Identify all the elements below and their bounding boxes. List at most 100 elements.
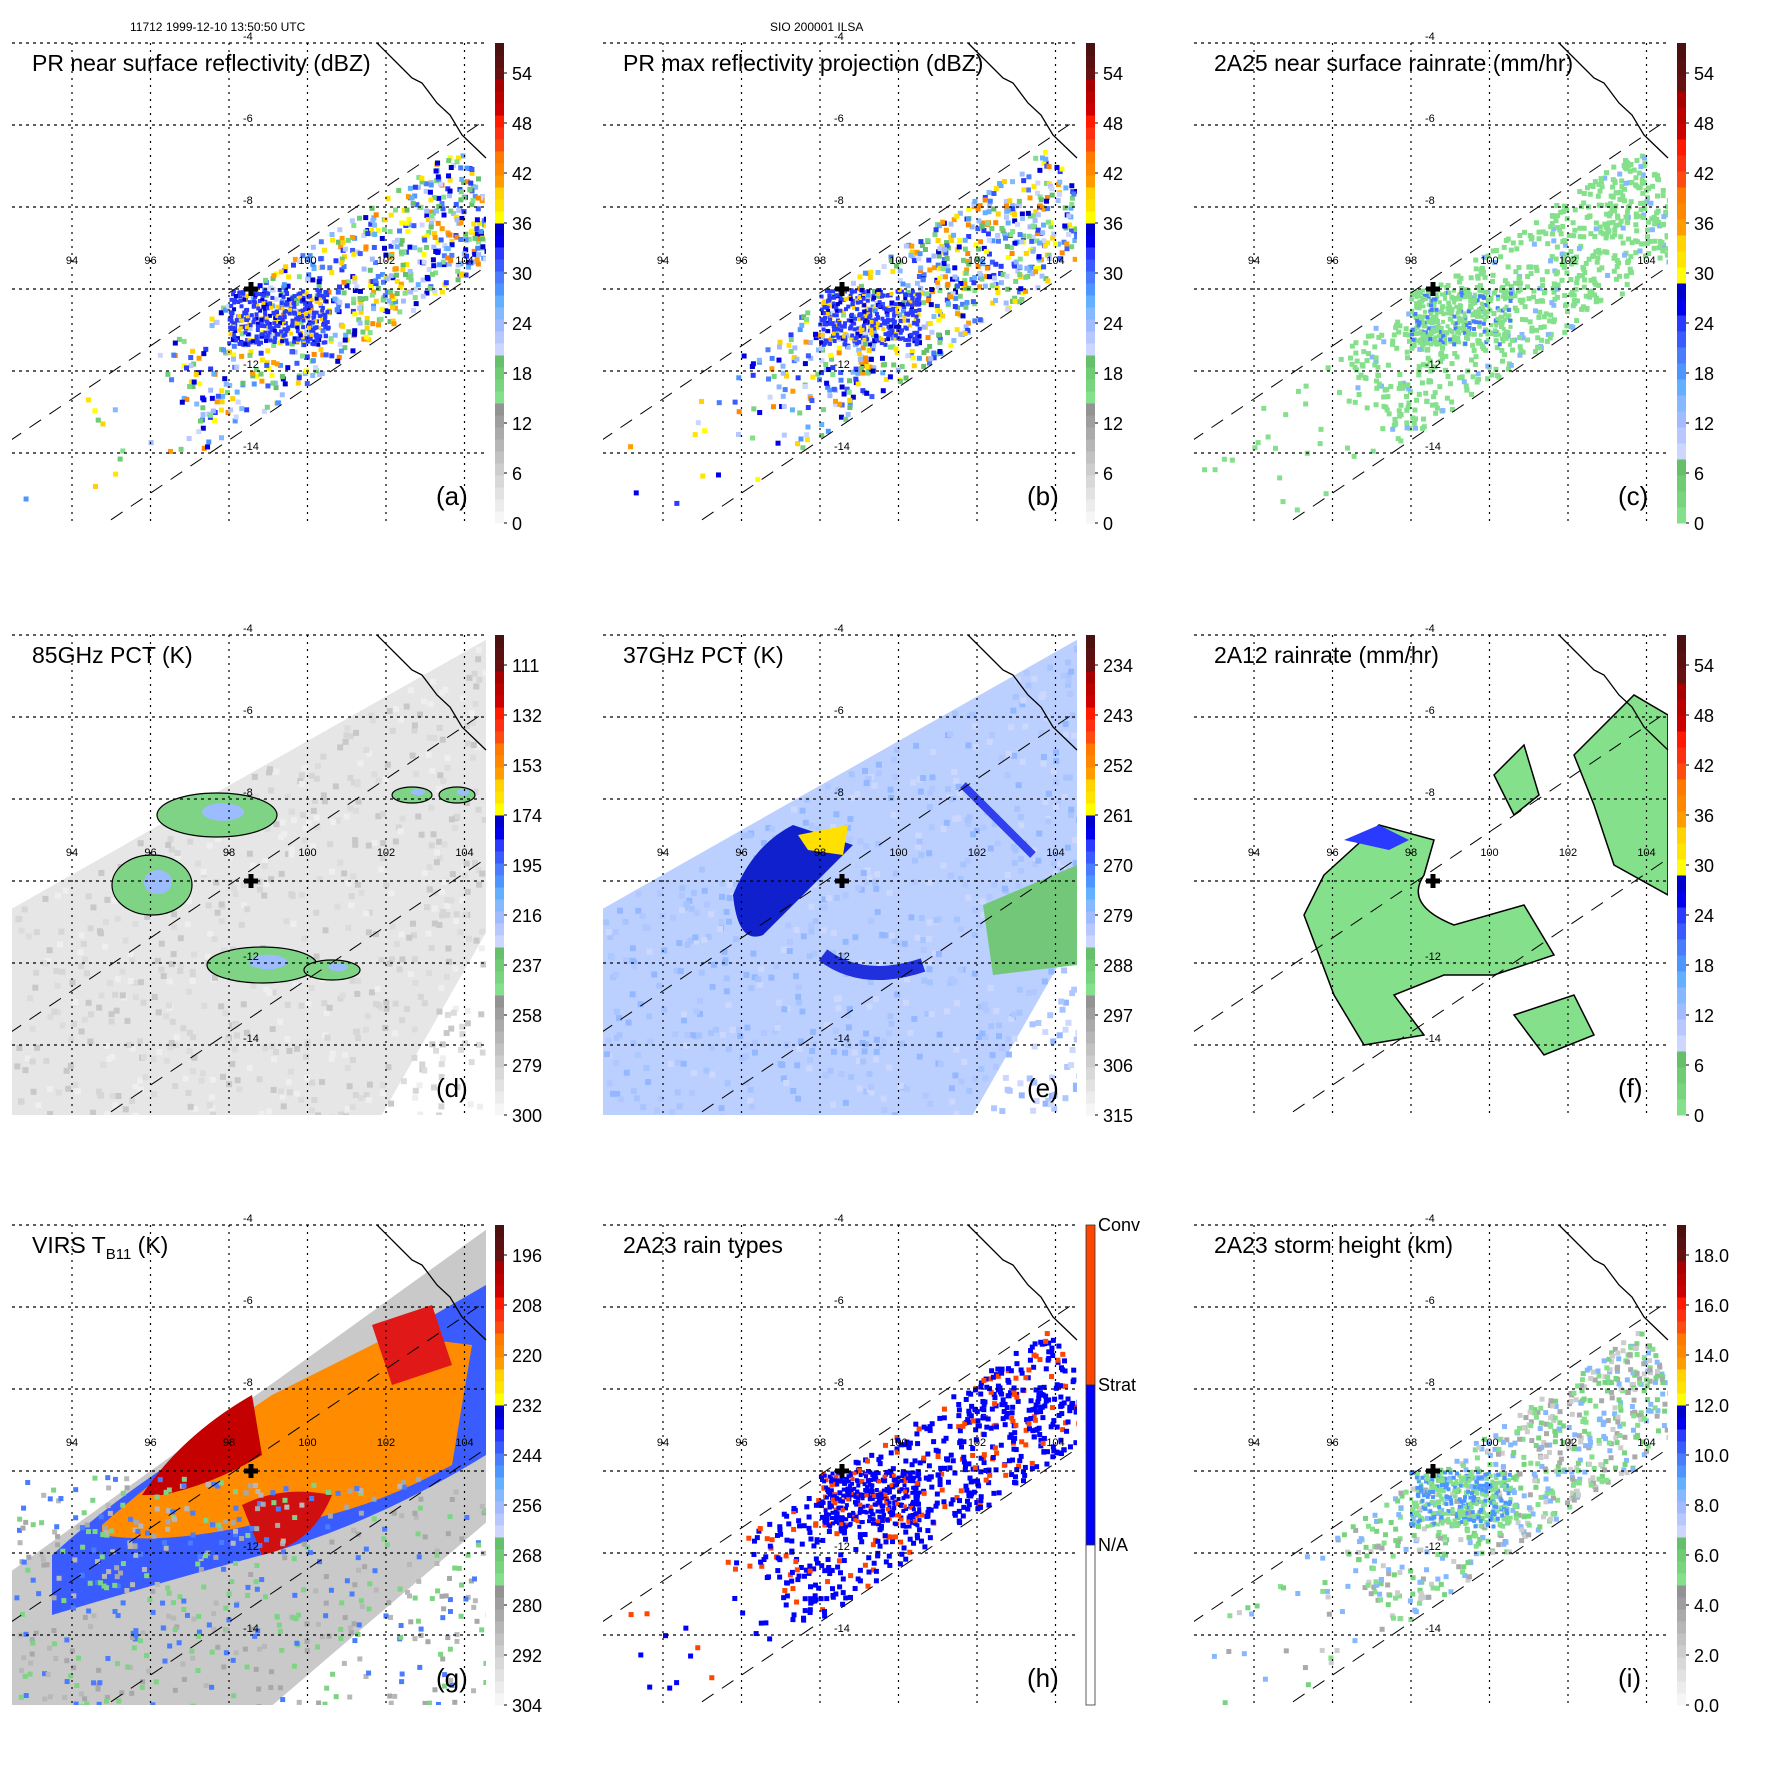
field-pixel <box>426 266 432 272</box>
field-pixel <box>1023 670 1030 677</box>
colorbar-tick-label: 18 <box>512 364 532 384</box>
field-pixel <box>879 355 885 361</box>
field-pixel <box>1442 340 1448 346</box>
field-pixel <box>1612 178 1618 184</box>
field-pixel <box>262 306 267 311</box>
field-pixel <box>1050 235 1056 241</box>
field-pixel <box>358 889 365 896</box>
field-pixel <box>305 339 310 344</box>
field-pixel <box>1579 306 1585 312</box>
field-pixel <box>1416 364 1422 370</box>
field-pixel <box>836 335 841 340</box>
field-pixel <box>993 220 999 226</box>
field-pixel <box>889 318 894 323</box>
field-pixel <box>344 1064 351 1071</box>
field-pixel <box>301 289 306 294</box>
field-pixel <box>1398 402 1404 408</box>
field-pixel <box>1483 310 1488 315</box>
field-pixel <box>222 1010 229 1017</box>
field-pixel <box>408 277 414 283</box>
field-pixel <box>253 295 258 300</box>
field-pixel <box>863 333 869 339</box>
field-pixel <box>470 741 477 748</box>
field-pixel <box>776 344 782 350</box>
field-pixel <box>864 321 869 326</box>
storm-identifier: SIO 200001 ILSA <box>770 20 864 34</box>
colorbar-tick-label: 237 <box>512 956 542 976</box>
field-pixel <box>1030 223 1036 229</box>
field-pixel <box>1414 295 1419 300</box>
field-pixel <box>345 924 352 931</box>
field-pixel <box>267 324 272 329</box>
field-pixel <box>296 311 301 316</box>
field-pixel <box>1422 314 1427 319</box>
colorbar-segment <box>495 91 504 104</box>
field-pixel <box>985 220 991 226</box>
field-pixel <box>283 302 288 307</box>
field-pixel <box>474 744 481 751</box>
field-pixel <box>1536 314 1542 320</box>
field-pixel <box>218 918 225 925</box>
field-pixel <box>74 533 79 538</box>
colorbar-segment <box>1677 203 1686 220</box>
field-pixel <box>1408 389 1414 395</box>
field-pixel <box>369 717 376 724</box>
field-pixel <box>892 313 897 318</box>
field-pixel <box>1547 318 1553 324</box>
colorbar-segment <box>495 451 504 464</box>
field-pixel <box>209 1105 216 1112</box>
field-pixel <box>1072 256 1077 262</box>
field-pixel <box>488 227 493 232</box>
field-pixel <box>318 256 324 262</box>
field-pixel <box>225 409 231 415</box>
colorbar-tick-label: 54 <box>1103 64 1123 84</box>
field-pixel <box>137 979 144 986</box>
field-pixel <box>1498 314 1503 319</box>
field-pixel <box>392 207 398 213</box>
field-pixel <box>96 1004 103 1011</box>
field-pixel <box>1469 391 1475 397</box>
field-pixel <box>412 295 418 301</box>
field-pixel <box>445 945 452 952</box>
field-pixel <box>1017 1080 1024 1087</box>
field-pixel <box>1424 398 1430 404</box>
field-pixel <box>472 701 479 708</box>
field-pixel <box>744 1024 751 1031</box>
field-pixel <box>471 859 478 866</box>
field-pixel <box>436 1008 443 1015</box>
field-pixel <box>1534 327 1540 333</box>
field-pixel <box>230 337 236 343</box>
field-pixel <box>993 186 999 192</box>
colorbar-tick-label: 12 <box>1694 414 1714 434</box>
field-pixel <box>1056 192 1062 198</box>
field-pixel <box>1072 1082 1077 1089</box>
field-pixel <box>421 1000 428 1007</box>
field-pixel <box>969 276 975 282</box>
field-pixel <box>348 902 355 909</box>
field-pixel <box>1497 342 1502 347</box>
field-pixel <box>1034 190 1040 196</box>
colorbar-tick-label: 18 <box>1103 364 1123 384</box>
field-pixel <box>1633 222 1639 228</box>
field-pixel <box>337 227 343 233</box>
field-pixel <box>863 360 869 366</box>
field-pixel <box>1414 330 1420 336</box>
field-pixel <box>1660 248 1666 254</box>
field-pixel <box>932 232 938 238</box>
field-pixel <box>877 288 882 293</box>
field-pixel <box>413 301 419 307</box>
field-pixel <box>184 396 190 402</box>
field-pixel <box>472 193 478 199</box>
field-pixel <box>275 313 280 318</box>
field-pixel <box>899 289 904 294</box>
field-pixel <box>1617 171 1623 177</box>
field-pixel <box>87 925 94 932</box>
field-pixel <box>1569 289 1575 295</box>
colorbar-segment <box>1086 211 1095 224</box>
field-pixel <box>271 1056 278 1063</box>
field-pixel <box>1465 333 1470 338</box>
field-pixel <box>346 279 352 285</box>
field-pixel <box>914 314 919 319</box>
field-pixel <box>1459 290 1464 295</box>
longitude-label: 94 <box>66 255 78 267</box>
